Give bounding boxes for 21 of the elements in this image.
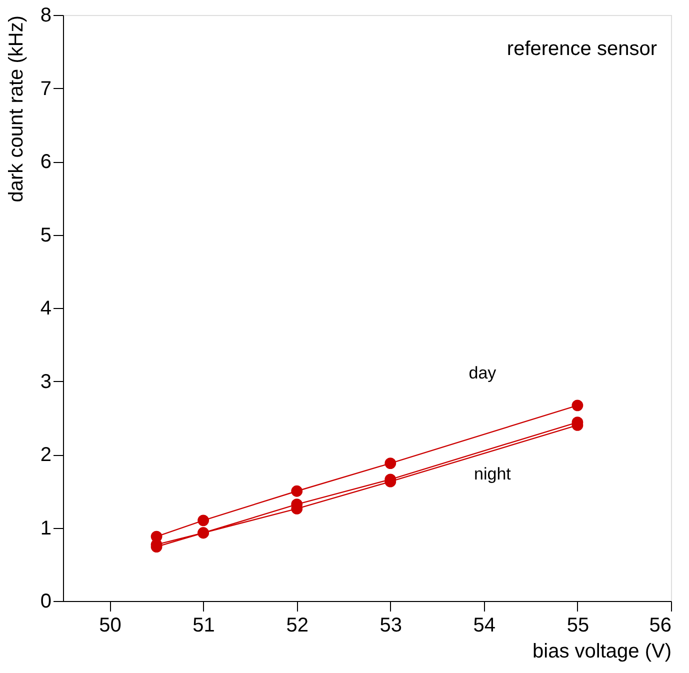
y-tick-label: 2 bbox=[40, 444, 52, 466]
x-tick-label: 53 bbox=[380, 614, 402, 636]
y-tick-label: 6 bbox=[40, 151, 52, 173]
annotation: reference sensor bbox=[506, 38, 658, 60]
x-tick-label: 52 bbox=[286, 614, 308, 636]
y-tick-label: 0 bbox=[40, 590, 52, 612]
y-tick-label: 1 bbox=[40, 517, 52, 540]
y-tick-label: 5 bbox=[40, 224, 52, 246]
y-tick-label: 4 bbox=[40, 298, 52, 320]
y-tick-label: 8 bbox=[40, 4, 52, 26]
text: day bbox=[468, 363, 497, 382]
x-tick-label: 55 bbox=[566, 614, 590, 636]
x-tick-label: 51 bbox=[192, 614, 215, 636]
x-tick-label: 50 bbox=[99, 614, 122, 636]
y-tick-label: 3 bbox=[40, 370, 52, 393]
y-tick-label: 7 bbox=[40, 78, 52, 100]
y-axis-title: dark count rate (kHz) bbox=[5, 16, 28, 202]
x-tick-label: 56 bbox=[649, 614, 672, 636]
x-tick-label: 54 bbox=[473, 614, 496, 636]
x-axis-title: bias voltage (V) bbox=[532, 640, 672, 662]
series-label: night bbox=[474, 464, 512, 484]
